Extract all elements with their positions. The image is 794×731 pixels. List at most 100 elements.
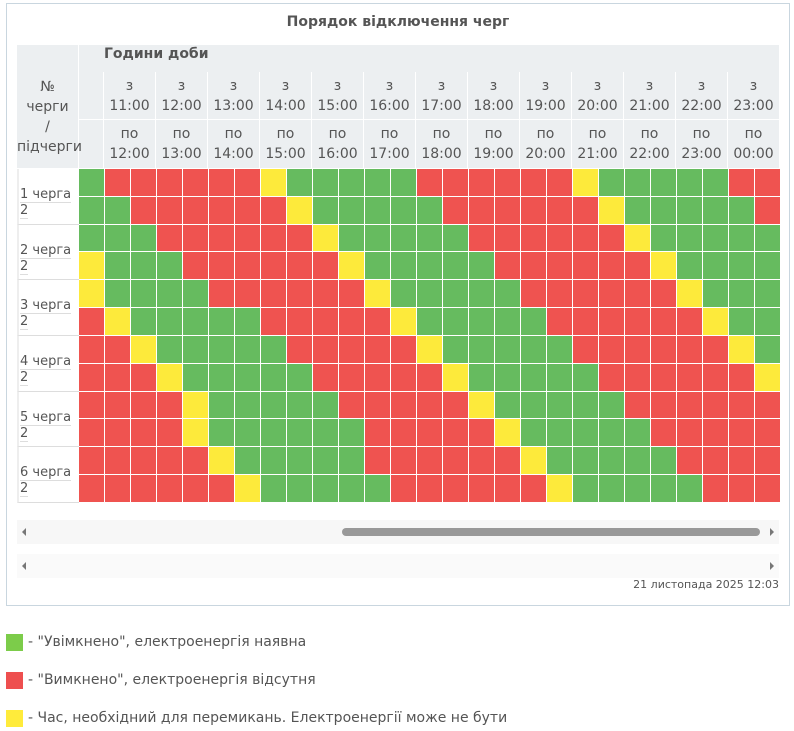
to-word: по [328, 126, 347, 142]
schedule-cell [547, 169, 573, 197]
hour-from-label: 20:00 [577, 98, 618, 114]
schedule-cell [391, 475, 417, 503]
schedule-cell [157, 363, 183, 392]
schedule-cell [391, 252, 417, 281]
schedule-cell [625, 308, 651, 336]
queue-label: 5 черга [20, 409, 72, 426]
schedule-cell [625, 363, 651, 392]
schedule-cell [157, 447, 183, 476]
schedule-cell [105, 280, 131, 309]
schedule-cell [677, 169, 703, 197]
timestamp: 21 листопада 2025 12:03 [633, 578, 779, 591]
panel [6, 3, 790, 606]
schedule-cell [651, 280, 677, 309]
schedule-cell [469, 391, 495, 420]
schedule-cell [469, 419, 495, 448]
hour-to-label: 12:00 [109, 146, 150, 162]
hour-to: по 22:00 [624, 120, 676, 169]
schedule-cell [365, 196, 391, 225]
schedule-cell [235, 252, 261, 281]
schedule-cell [651, 391, 677, 420]
schedule-cell [313, 335, 339, 364]
schedule-cell [313, 363, 339, 392]
schedule-cell [131, 447, 157, 476]
scrollbar[interactable] [17, 554, 779, 578]
schedule-cell [287, 308, 313, 336]
hour-to-label: 14:00 [213, 146, 254, 162]
schedule-cell [417, 475, 443, 503]
schedule-cell [677, 475, 703, 503]
schedule-cell [651, 447, 677, 476]
schedule-cell [183, 475, 209, 503]
hour-from-label: 12:00 [161, 98, 202, 114]
schedule-cell [677, 224, 703, 253]
hour-from: з 21:00 [624, 72, 676, 120]
hour-from-label: 13:00 [213, 98, 254, 114]
legend-label: - Час, необхідний для перемикань. Електр… [28, 710, 508, 726]
schedule-cell [443, 252, 469, 281]
schedule-cell [729, 335, 755, 364]
schedule-cell [547, 335, 573, 364]
scrollbar[interactable] [17, 520, 779, 544]
schedule-cell [183, 447, 209, 476]
schedule-cell [573, 419, 599, 448]
schedule-cell [157, 196, 183, 225]
schedule-cell [287, 419, 313, 448]
hour-from-label: 21:00 [629, 98, 670, 114]
schedule-cell [313, 280, 339, 309]
hour-to: по 18:00 [416, 120, 468, 169]
queue-label: 4 черга [20, 353, 72, 370]
schedule-cell [469, 252, 495, 281]
hour-from-label: 18:00 [473, 98, 514, 114]
schedule-cell [625, 447, 651, 476]
schedule-cell [183, 335, 209, 364]
legend-label: - "Вимкнено", електроенергія відсутня [28, 672, 316, 688]
schedule-cell [755, 224, 781, 253]
schedule-cell [703, 419, 729, 448]
schedule-cell [157, 169, 183, 197]
schedule-cell [651, 363, 677, 392]
schedule-cell [729, 308, 755, 336]
schedule-cell [703, 252, 729, 281]
hour-to-label: 17:00 [369, 146, 410, 162]
schedule-cell [651, 308, 677, 336]
schedule-cell [131, 252, 157, 281]
schedule-cell [131, 335, 157, 364]
schedule-cell [183, 308, 209, 336]
schedule-cell [391, 224, 417, 253]
from-word: з [593, 78, 602, 94]
schedule-cell [183, 196, 209, 225]
schedule-cell [313, 391, 339, 420]
schedule-cell [105, 335, 131, 364]
schedule-cell [157, 419, 183, 448]
schedule-cell [547, 363, 573, 392]
hour-to: по 15:00 [260, 120, 312, 169]
schedule-cell [755, 196, 781, 225]
schedule-cell [235, 224, 261, 253]
schedule-cell [183, 169, 209, 197]
hour-to: по 00:00 [728, 120, 780, 169]
hour-from: з 15:00 [312, 72, 364, 120]
schedule-cell [365, 280, 391, 309]
schedule-cell [105, 419, 131, 448]
schedule-cell [677, 335, 703, 364]
schedule-cell [573, 224, 599, 253]
schedule-cell [157, 280, 183, 309]
schedule-cell [521, 447, 547, 476]
schedule-cell [261, 475, 287, 503]
hour-from: з 14:00 [260, 72, 312, 120]
schedule-cell [729, 363, 755, 392]
schedule-cell [651, 196, 677, 225]
schedule-cell [547, 475, 573, 503]
schedule-cell [339, 475, 365, 503]
schedule-cell [131, 419, 157, 448]
schedule-cell [651, 419, 677, 448]
hour-to-label: 16:00 [317, 146, 358, 162]
from-word: з [125, 78, 134, 94]
schedule-cell [651, 252, 677, 281]
schedule-cell [495, 363, 521, 392]
hour-to-label: 21:00 [577, 146, 618, 162]
schedule-cell [469, 475, 495, 503]
schedule-cell [755, 391, 781, 420]
schedule-cell [703, 196, 729, 225]
